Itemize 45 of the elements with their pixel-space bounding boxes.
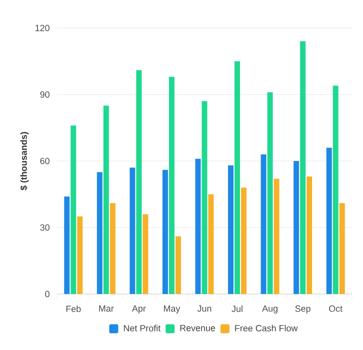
- bar: [274, 178, 280, 294]
- y-tick-label: 90: [40, 91, 50, 98]
- x-tick-label: Mar: [99, 305, 114, 312]
- bar: [241, 188, 247, 294]
- bar: [175, 236, 181, 294]
- bar: [228, 165, 234, 294]
- x-tick-label: Feb: [66, 305, 81, 312]
- bar: [96, 172, 102, 294]
- legend-label: Free Cash Flow: [235, 324, 298, 332]
- y-tick-label: 30: [40, 224, 50, 231]
- bar: [234, 61, 240, 294]
- y-tick-label: 0: [45, 290, 50, 298]
- y-tick-label: 60: [40, 158, 50, 164]
- bar: [70, 126, 76, 294]
- x-tick-label: Apr: [132, 305, 146, 314]
- x-tick-label: Jul: [232, 305, 242, 312]
- legend-label: Net Profit: [124, 324, 161, 332]
- bar: [103, 106, 109, 294]
- bar: [195, 158, 201, 294]
- bar: [300, 41, 306, 294]
- bar: [64, 196, 70, 294]
- bar: [260, 154, 266, 294]
- bar: [332, 86, 338, 294]
- bar: [130, 168, 136, 294]
- bar: [110, 203, 116, 294]
- y-tick-label: 120: [36, 24, 50, 32]
- bar: [208, 194, 214, 294]
- bar: [339, 203, 345, 294]
- legend-label: Revenue: [180, 324, 216, 332]
- bar: [326, 148, 332, 294]
- x-tick-label: Aug: [262, 305, 278, 314]
- bar: [168, 76, 174, 294]
- bar: [136, 70, 142, 294]
- bar: [267, 92, 273, 294]
- bar: [77, 216, 83, 294]
- x-tick-label: Oct: [329, 305, 343, 312]
- y-axis-title: $ (thousands): [20, 132, 29, 190]
- x-tick-label: May: [164, 305, 180, 314]
- bar: [142, 214, 148, 294]
- x-tick-label: Sep: [295, 305, 310, 314]
- bar: [294, 161, 300, 294]
- x-tick-label: Jun: [197, 305, 212, 312]
- bar: [202, 101, 208, 294]
- bar: [306, 176, 312, 294]
- bar: [162, 170, 168, 294]
